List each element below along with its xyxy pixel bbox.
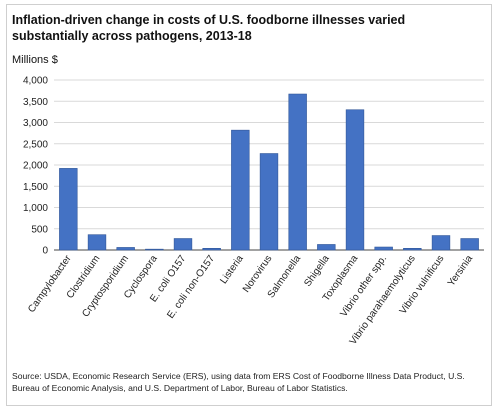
- y-tick-label: 4,000: [23, 76, 48, 87]
- y-tick-label: 1,000: [23, 203, 48, 214]
- y-tick-label: 3,000: [23, 118, 48, 129]
- y-tick-label: 0: [42, 246, 48, 257]
- bar: [288, 93, 307, 251]
- bar: [231, 129, 250, 251]
- x-tick-label: Shigella: [302, 253, 332, 289]
- bar: [403, 248, 422, 251]
- bar: [173, 238, 193, 251]
- x-tick-label: Yersinia: [446, 253, 475, 289]
- bar: [460, 238, 479, 251]
- y-axis-label: Millions $: [12, 54, 58, 66]
- bar: [145, 248, 164, 251]
- y-tick-label: 3,500: [23, 97, 48, 108]
- bar: [259, 153, 279, 251]
- y-tick-label: 2,500: [23, 139, 48, 150]
- y-tick-label: 2,000: [23, 161, 48, 172]
- bar: [431, 235, 451, 251]
- x-tick-label: Campylobacter: [26, 253, 74, 315]
- y-tick-label: 1,500: [23, 182, 48, 193]
- bar: [87, 234, 107, 251]
- chart-title: Inflation-driven change in costs of U.S.…: [12, 13, 406, 43]
- bar: [374, 246, 393, 251]
- bar: [116, 247, 135, 251]
- x-tick-label: Listeria: [218, 253, 246, 286]
- bar: [59, 168, 78, 251]
- bar: [345, 109, 365, 251]
- bar: [317, 244, 336, 251]
- bar: [202, 248, 221, 251]
- source-note: Source: USDA, Economic Research Service …: [12, 371, 465, 393]
- y-tick-label: 500: [31, 224, 48, 235]
